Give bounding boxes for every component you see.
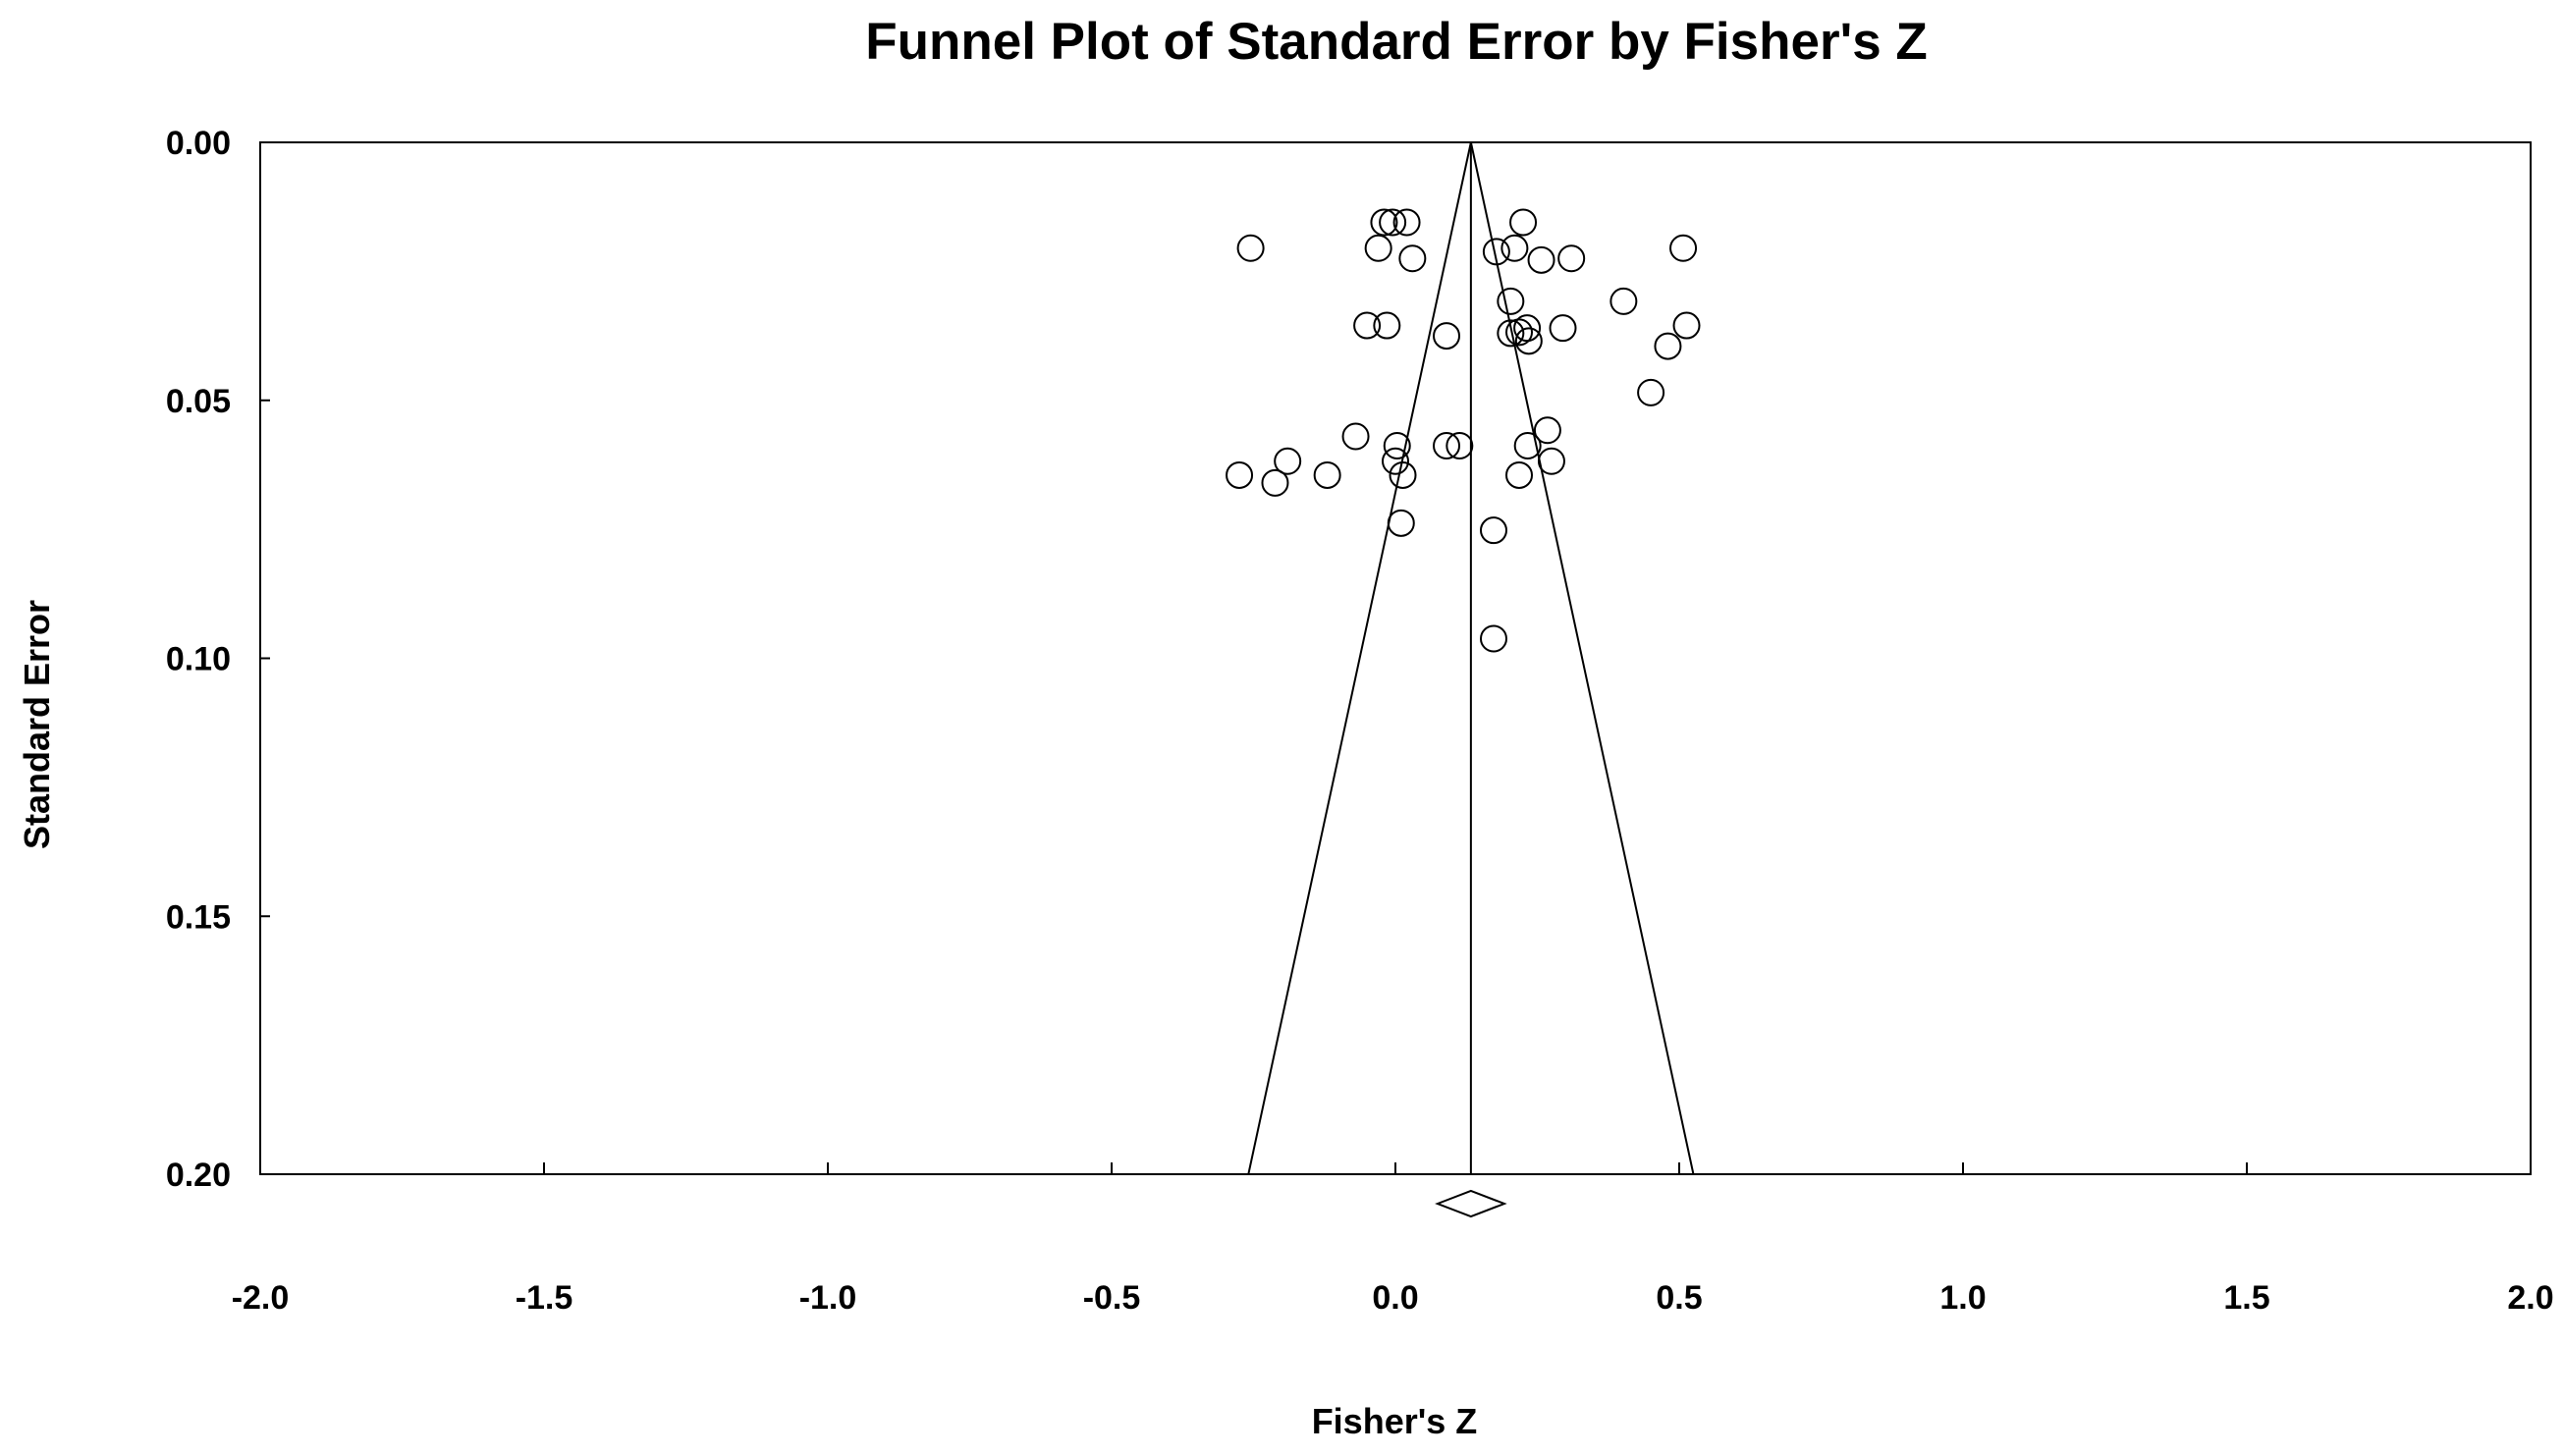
study-point — [1274, 447, 1302, 475]
study-point — [1669, 234, 1698, 262]
study-point — [1383, 431, 1411, 459]
x-axis-ticks: -2.0 -1.5 -1.0 -0.5 0.0 0.5 1.0 1.5 2.0 — [232, 1162, 2554, 1317]
study-point — [1446, 431, 1474, 459]
funnel-lines — [1247, 141, 1695, 1218]
study-point — [1513, 431, 1542, 459]
y-tick-label: 0.15 — [166, 898, 231, 936]
study-point — [1672, 311, 1701, 340]
x-tick-label: 1.0 — [1939, 1279, 1986, 1317]
x-axis-label: Fisher's Z — [1312, 1401, 1478, 1441]
x-tick-label: -1.5 — [516, 1279, 573, 1317]
summary-diamond — [1435, 1189, 1507, 1218]
study-point — [1398, 244, 1427, 273]
study-point — [1389, 460, 1417, 489]
study-point — [1392, 208, 1421, 237]
x-tick-label: -2.0 — [232, 1279, 290, 1317]
study-point — [1364, 234, 1392, 262]
study-point — [1479, 516, 1507, 545]
y-axis-ticks: 0.00 0.05 0.10 0.15 0.20 — [166, 125, 270, 1194]
y-axis-label: Standard Error — [17, 600, 57, 849]
y-tick-label: 0.00 — [166, 125, 231, 162]
plot-area-frame — [259, 141, 2532, 1175]
study-point — [1482, 238, 1510, 266]
funnel-left-line — [1247, 141, 1472, 1175]
study-point — [1654, 332, 1682, 360]
study-point — [1433, 431, 1461, 459]
study-point — [1505, 460, 1534, 489]
study-point — [1505, 318, 1534, 347]
y-tick-label: 0.20 — [166, 1157, 231, 1194]
chart-title: Funnel Plot of Standard Error by Fisher'… — [865, 13, 1928, 71]
study-point — [1226, 460, 1254, 489]
study-point — [1261, 468, 1289, 497]
study-point — [1637, 378, 1665, 406]
y-tick-label: 0.05 — [166, 383, 231, 420]
funnel-right-line — [1469, 141, 1695, 1175]
study-point — [1479, 624, 1507, 653]
study-point — [1341, 422, 1370, 451]
study-point — [1370, 208, 1398, 237]
study-point — [1500, 234, 1529, 262]
study-point — [1379, 208, 1407, 237]
study-point — [1497, 319, 1525, 348]
x-tick-label: 0.5 — [1656, 1279, 1702, 1317]
study-point — [1514, 327, 1543, 355]
x-tick-label: 0.0 — [1372, 1279, 1418, 1317]
study-point — [1382, 447, 1409, 475]
study-point — [1509, 208, 1538, 237]
study-points — [1226, 208, 1701, 653]
study-point — [1609, 287, 1638, 315]
study-point — [1527, 245, 1555, 274]
study-point — [1497, 287, 1525, 315]
study-point — [1373, 311, 1401, 340]
study-point — [1537, 447, 1565, 475]
y-tick-label: 0.10 — [166, 641, 231, 678]
x-tick-label: 2.0 — [2507, 1279, 2553, 1317]
study-point — [1433, 322, 1461, 351]
x-tick-label: -1.0 — [799, 1279, 857, 1317]
study-point — [1313, 460, 1341, 489]
study-point — [1353, 311, 1382, 340]
study-point — [1533, 416, 1561, 445]
study-point — [1236, 234, 1265, 262]
x-tick-label: 1.5 — [2223, 1279, 2269, 1317]
study-point — [1557, 244, 1586, 273]
study-point — [1513, 314, 1542, 343]
study-point — [1549, 314, 1577, 343]
study-point — [1387, 509, 1415, 537]
x-tick-label: -0.5 — [1083, 1279, 1141, 1317]
